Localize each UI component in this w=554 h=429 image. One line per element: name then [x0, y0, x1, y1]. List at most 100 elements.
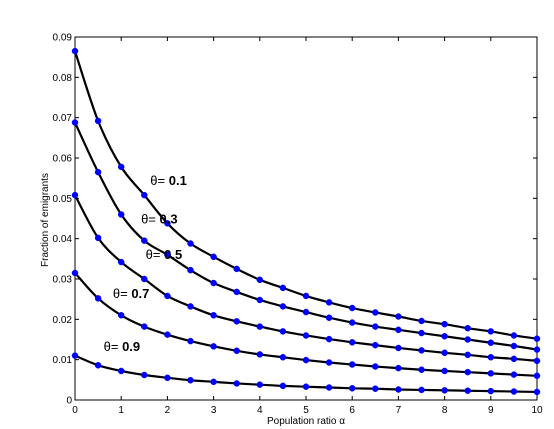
series-0-point: [164, 220, 171, 227]
series-1-point: [94, 168, 102, 176]
series-4-point: [141, 371, 148, 379]
x-tick-label: 4: [257, 405, 263, 416]
series-4-point: [279, 382, 287, 390]
series-4-point: [348, 385, 356, 392]
y-tick-label: 0: [66, 396, 72, 407]
y-axis-label: Fraction of emigrants: [40, 173, 51, 267]
series-1-point: [325, 314, 333, 321]
series-4-point: [464, 387, 471, 394]
series-label-value: 0.1: [169, 173, 187, 188]
series-2-point: [325, 335, 333, 343]
series-2-point: [487, 354, 495, 361]
series-2-point: [441, 349, 448, 357]
series-0-point: [533, 335, 541, 342]
series-4-point: [395, 386, 402, 393]
series-4-point: [372, 385, 379, 392]
series-1-point: [418, 329, 425, 337]
series-label-value: 0.5: [164, 247, 182, 262]
series-0-point: [141, 191, 148, 199]
x-tick-label: 6: [349, 405, 355, 416]
series-3-point: [510, 371, 518, 378]
series-label-prefix: θ=: [146, 247, 164, 262]
series-2-point: [533, 357, 541, 365]
series-3-point: [187, 337, 194, 345]
x-tick-label: 7: [396, 405, 402, 416]
x-tick-label: 5: [303, 405, 309, 416]
series-0-point: [233, 265, 240, 273]
y-tick-label: 0.04: [53, 234, 73, 245]
x-axis-label: Population ratio α: [267, 416, 345, 427]
y-tick-label: 0.03: [53, 275, 73, 286]
y-tick-label: 0.07: [53, 113, 73, 124]
series-3-point: [164, 331, 171, 338]
series-1-point: [164, 251, 171, 259]
series-3-point: [279, 354, 287, 361]
series-1-point: [117, 211, 125, 218]
y-tick-label: 0.01: [53, 355, 73, 366]
series-1-point: [395, 326, 402, 334]
x-tick-label: 2: [165, 405, 171, 416]
series-0-point: [279, 284, 287, 292]
x-tick-label: 0: [72, 405, 78, 416]
series-4-point: [94, 362, 102, 369]
series-label-4: θ= 0.9: [104, 339, 141, 354]
series-4-point: [256, 381, 264, 388]
series-label-0: θ= 0.1: [150, 173, 187, 188]
series-2-point: [94, 234, 102, 242]
series-4-point: [418, 386, 425, 394]
series-1-point: [533, 346, 541, 353]
series-4-point: [302, 383, 310, 390]
series-label-value: 0.7: [131, 286, 149, 301]
series-3-point: [372, 363, 379, 370]
series-0-point: [395, 313, 402, 320]
series-2-point: [395, 344, 402, 352]
series-1-point: [210, 279, 217, 287]
series-4-point: [210, 378, 217, 386]
series-2-point: [510, 355, 518, 363]
series-3-point: [94, 295, 102, 302]
series-0-point: [372, 309, 379, 316]
series-3-point: [418, 366, 425, 373]
series-0-point: [117, 163, 125, 171]
series-2-point: [372, 341, 379, 349]
series-0-point: [487, 328, 495, 335]
series-label-prefix: θ=: [150, 173, 168, 188]
series-label-prefix: θ=: [104, 339, 122, 354]
series-3-point: [533, 372, 541, 380]
series-label-value: 0.9: [122, 339, 140, 354]
series-0-point: [325, 299, 333, 306]
series-3-point: [141, 323, 148, 330]
series-2-point: [464, 351, 471, 359]
series-2-point: [71, 191, 79, 199]
series-3-point: [302, 356, 310, 364]
series-1-point: [71, 119, 79, 126]
series-3-point: [233, 347, 240, 355]
series-0-point: [187, 240, 194, 247]
series-0-point: [94, 117, 102, 125]
y-tick-label: 0.05: [53, 194, 73, 205]
series-label-prefix: θ=: [141, 212, 159, 227]
series-2-point: [279, 328, 287, 335]
series-4-point: [533, 388, 541, 396]
series-1-point: [487, 339, 495, 346]
x-axis-ticks: 0 1 2 3 4 5 6 7 8 9 10: [72, 37, 543, 416]
series-4-point: [510, 388, 518, 395]
x-tick-label: 1: [118, 405, 124, 416]
series-3-point: [325, 359, 333, 366]
series-4-point: [487, 387, 495, 395]
series-4-point: [71, 352, 79, 359]
series-1-point: [441, 333, 448, 340]
series-2-point: [210, 312, 217, 319]
series-0-point: [210, 253, 217, 261]
series-line-1: [74, 122, 538, 351]
series-2-point: [256, 323, 264, 330]
series-2-point: [302, 332, 310, 339]
series-0-point: [441, 320, 448, 328]
series-3-point: [348, 361, 356, 368]
series-3-point: [71, 269, 79, 277]
series-0-point: [256, 276, 264, 284]
y-tick-label: 0.06: [53, 154, 73, 165]
series-4-point: [441, 387, 448, 394]
series-4-point: [117, 367, 125, 375]
series-1-point: [233, 288, 240, 296]
